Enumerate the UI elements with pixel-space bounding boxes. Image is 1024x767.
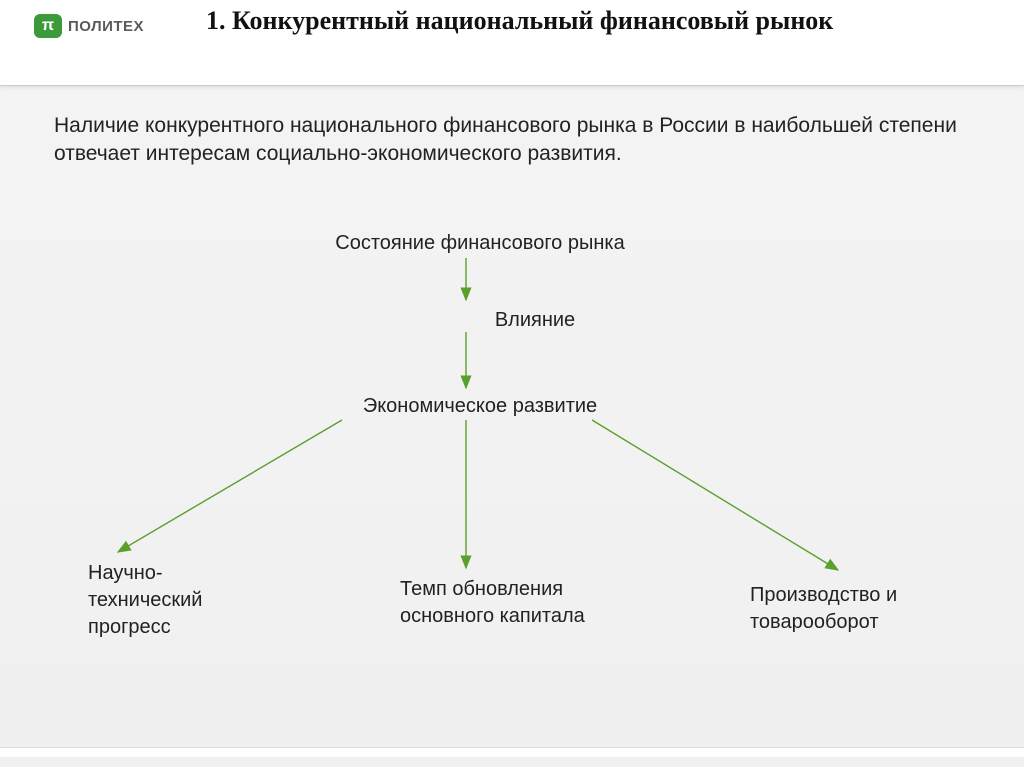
slide: π ПОЛИТЕХ 1. Конкурентный национальный ф… [0,0,1024,767]
page-title: 1. Конкурентный национальный финансовый … [206,6,964,36]
diagram-edge [118,420,342,552]
diagram-node-n1: Состояние финансового рынка [300,230,660,257]
intro-paragraph: Наличие конкурентного национального фина… [54,112,964,169]
diagram-node-n5: Темп обновления основного капитала [400,576,600,630]
logo-mark-icon: π [34,14,62,38]
logo-text: ПОЛИТЕХ [68,18,144,35]
diagram-node-n2: Влияние [475,307,595,334]
diagram-node-n4: Научно-технический прогресс [88,560,258,641]
diagram-node-n3: Экономическое развитие [320,393,640,420]
diagram-edge [592,420,838,570]
diagram-node-n6: Производство и товарооборот [750,582,970,636]
header-bar: π ПОЛИТЕХ 1. Конкурентный национальный ф… [0,0,1024,86]
footer-strip [0,747,1024,757]
logo: π ПОЛИТЕХ [34,14,144,38]
